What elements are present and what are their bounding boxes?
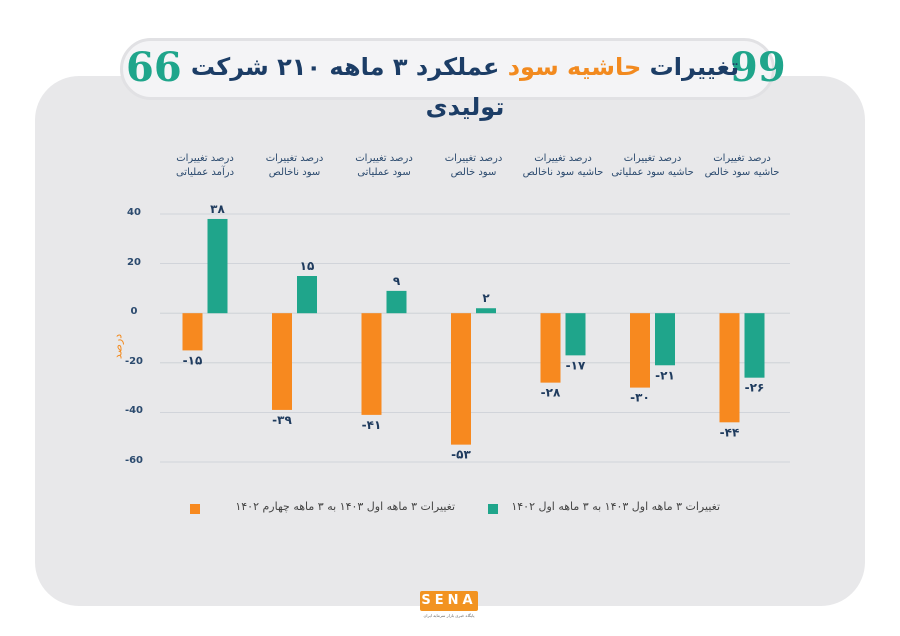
title-box [120,38,775,100]
bar-orange [272,313,292,410]
bar-value-label: -۱۵ [183,353,203,367]
y-tick-label: -20 [124,355,144,367]
y-tick-label: 0 [130,306,138,318]
bar-green [744,313,765,378]
category-label-line: سود خالص [450,167,497,178]
bar-green [565,313,586,356]
category-label: درصد تغییرات درآمد عملیاتی [160,152,250,180]
y-tick-label: 20 [127,256,141,268]
bar-value-label: -۲۱ [655,368,675,382]
bar-green [655,313,675,366]
quote-open-icon: 66 [126,44,182,91]
category-label-line: درصد تغییرات [265,153,324,164]
quote-close-icon: 99 [730,44,786,91]
category-label: درصد تغییرات سود خالص [429,152,519,180]
bar-value-label: ۹ [393,274,401,288]
bar-value-label: -۴۴ [720,425,740,439]
legend-swatch-green [488,504,498,514]
category-label-line: سود ناخالص [268,167,321,178]
legend-label-orange: تغییرات ۳ ماهه اول ۱۴۰۳ به ۳ ماهه چهارم … [235,500,455,513]
category-label: درصد تغییرات حاشیه سود عملیاتی [608,152,698,180]
bar-value-label: ۱۵ [300,259,315,273]
bar-orange [540,313,561,383]
category-label-line: درصد تغییرات [534,153,592,164]
category-label: درصد تغییرات حاشیه سود ناخالص [518,152,608,180]
bar-green [476,308,496,314]
title-part2: عملکرد ۳ ماهه ۲۱۰ شرکت تولیدی [190,53,505,121]
category-label-line: حاشیه سود خالص [704,167,780,178]
category-label-line: درصد تغییرات [444,153,503,164]
bar-value-label: -۳۹ [272,413,292,427]
category-label-line: درصد تغییرات [355,153,413,164]
title-part1: تغییرات [649,53,740,81]
bar-value-label: ۲ [482,291,490,305]
bar-orange [630,313,650,388]
page-title: تغییرات حاشیه سود عملکرد ۳ ماهه ۲۱۰ شرکت… [175,47,755,121]
bar-green [207,218,228,314]
category-label-line: درآمد عملیاتی [175,167,235,178]
category-label: درصد تغییرات سود عملیاتی [339,152,429,180]
bar-green [386,290,407,314]
y-tick-label: -60 [124,455,144,466]
category-label: درصد تغییرات سود ناخالص [250,152,340,180]
bar-green [297,276,317,314]
logo-subtitle: پایگاه خبری بازار سرمایه ایران [423,613,475,618]
bar-value-label: -۱۷ [566,358,586,372]
category-label-line: حاشیه سود ناخالص [522,167,604,178]
bar-orange [719,313,740,423]
legend-swatch-orange [190,504,200,514]
bar-orange [361,313,382,415]
bar-value-label: -۲۸ [541,386,561,400]
category-label: درصد تغییرات حاشیه سود خالص [697,152,787,180]
bar-value-label: -۵۳ [451,448,471,462]
category-label-line: درصد تغییرات [623,153,682,164]
y-tick-label: -40 [124,405,144,417]
bar-orange [451,313,471,445]
bar-orange [182,313,203,351]
bar-value-label: ۳۸ [210,202,225,216]
bar-value-label: -۲۶ [745,381,765,395]
category-label-line: حاشیه سود عملیاتی [611,167,694,178]
bar-value-label: -۳۰ [630,391,650,405]
category-label-line: درصد تغییرات [176,153,234,164]
category-label-line: درصد تغییرات [713,153,771,164]
category-label-line: سود عملیاتی [357,167,411,178]
sena-logo: SENA [420,591,478,611]
legend-label-green: تغییرات ۳ ماهه اول ۱۴۰۳ به ۳ ماهه اول ۱۴… [511,500,720,513]
y-tick-label: 40 [127,207,141,218]
title-highlight: حاشیه سود [507,53,642,81]
bar-value-label: -۴۱ [362,418,382,432]
